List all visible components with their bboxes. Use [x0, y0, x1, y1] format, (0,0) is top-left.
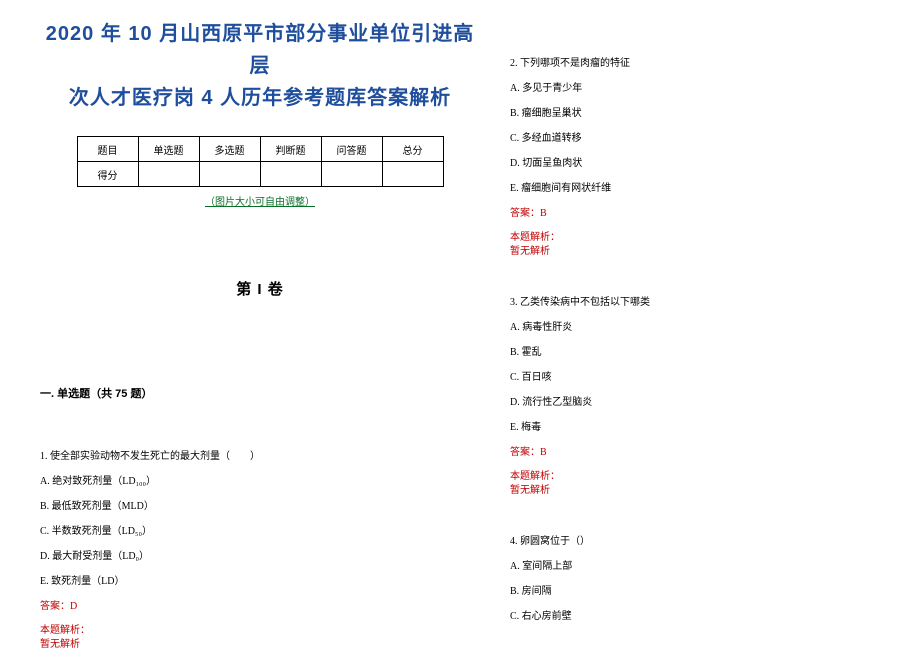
- explain-label: 本题解析：: [40, 625, 90, 636]
- question-1: 1. 使全部实验动物不发生死亡的最大剂量（ ） A. 绝对致死剂量（LD₁₀₀）…: [40, 449, 480, 651]
- q2-opt-c: C. 多经血道转移: [510, 131, 890, 147]
- q3-answer-value: B: [540, 447, 547, 458]
- q2-opt-a: A. 多见于青少年: [510, 81, 890, 97]
- answer-prefix: 答案：: [510, 208, 540, 219]
- score-table: 题目 单选题 多选题 判断题 问答题 总分 得分: [77, 136, 444, 187]
- th-总分: 总分: [382, 137, 443, 162]
- volume-title: 第 I 卷: [40, 278, 480, 299]
- q4-opt-a: A. 室间隔上部: [510, 559, 890, 575]
- q2-answer: 答案：B: [510, 206, 890, 222]
- q1-answer-value: D: [70, 601, 77, 612]
- table-row: 得分: [77, 162, 443, 187]
- q1-stem: 1. 使全部实验动物不发生死亡的最大剂量（ ）: [40, 449, 480, 465]
- title-line-1: 2020 年 10 月山西原平市部分事业单位引进高层: [46, 23, 474, 77]
- q4-opt-b: B. 房间隔: [510, 584, 890, 600]
- q3-stem: 3. 乙类传染病中不包括以下哪类: [510, 295, 890, 311]
- q2-opt-e: E. 瘤细胞间有网状纤维: [510, 181, 890, 197]
- q1-opt-c: C. 半数致死剂量（LD₅₀）: [40, 524, 480, 540]
- cell-empty: [321, 162, 382, 187]
- question-4: 4. 卵圆窝位于（） A. 室间隔上部 B. 房间隔 C. 右心房前壁: [510, 534, 890, 625]
- q2-stem: 2. 下列哪项不是肉瘤的特征: [510, 56, 890, 72]
- row-label: 得分: [77, 162, 138, 187]
- q4-stem: 4. 卵圆窝位于（）: [510, 534, 890, 550]
- q1-answer: 答案：D: [40, 599, 480, 615]
- q3-opt-d: D. 流行性乙型脑炎: [510, 395, 890, 411]
- q3-opt-c: C. 百日咳: [510, 370, 890, 386]
- th-单选题: 单选题: [138, 137, 199, 162]
- th-多选题: 多选题: [199, 137, 260, 162]
- q2-opt-d: D. 切面呈鱼肉状: [510, 156, 890, 172]
- q2-opt-b: B. 瘤细胞呈巢状: [510, 106, 890, 122]
- title-line-2: 次人才医疗岗 4 人历年参考题库答案解析: [69, 87, 451, 109]
- th-问答题: 问答题: [321, 137, 382, 162]
- explain-label: 本题解析：: [510, 232, 560, 243]
- q1-opt-a: A. 绝对致死剂量（LD₁₀₀）: [40, 474, 480, 490]
- q3-explanation: 本题解析： 暂无解析: [510, 470, 890, 498]
- question-2: 2. 下列哪项不是肉瘤的特征 A. 多见于青少年 B. 瘤细胞呈巢状 C. 多经…: [510, 56, 890, 259]
- answer-prefix: 答案：: [40, 601, 70, 612]
- left-column: 2020 年 10 月山西原平市部分事业单位引进高层 次人才医疗岗 4 人历年参…: [40, 18, 480, 651]
- q1-explanation: 本题解析： 暂无解析: [40, 624, 480, 651]
- question-3: 3. 乙类传染病中不包括以下哪类 A. 病毒性肝炎 B. 霍乱 C. 百日咳 D…: [510, 295, 890, 498]
- th-判断题: 判断题: [260, 137, 321, 162]
- q1-opt-e: E. 致死剂量（LD）: [40, 574, 480, 590]
- cell-empty: [382, 162, 443, 187]
- table-row: 题目 单选题 多选题 判断题 问答题 总分: [77, 137, 443, 162]
- q2-answer-value: B: [540, 208, 547, 219]
- q3-opt-b: B. 霍乱: [510, 345, 890, 361]
- no-explain: 暂无解析: [40, 639, 80, 650]
- q2-explanation: 本题解析： 暂无解析: [510, 231, 890, 259]
- cell-empty: [138, 162, 199, 187]
- q4-opt-c: C. 右心房前壁: [510, 609, 890, 625]
- q3-opt-e: E. 梅毒: [510, 420, 890, 436]
- q1-opt-b: B. 最低致死剂量（MLD）: [40, 499, 480, 515]
- no-explain: 暂无解析: [510, 246, 550, 257]
- page: 2020 年 10 月山西原平市部分事业单位引进高层 次人才医疗岗 4 人历年参…: [0, 0, 920, 651]
- q1-opt-d: D. 最大耐受剂量（LD₀）: [40, 549, 480, 565]
- image-adjust-note: （图片大小可自由调整）: [40, 193, 480, 208]
- right-column: 2. 下列哪项不是肉瘤的特征 A. 多见于青少年 B. 瘤细胞呈巢状 C. 多经…: [510, 56, 890, 634]
- q3-answer: 答案：B: [510, 445, 890, 461]
- document-title: 2020 年 10 月山西原平市部分事业单位引进高层 次人才医疗岗 4 人历年参…: [40, 18, 480, 114]
- answer-prefix: 答案：: [510, 447, 540, 458]
- section-single-choice: 一. 单选题（共 75 题）: [40, 385, 480, 401]
- cell-empty: [199, 162, 260, 187]
- q3-opt-a: A. 病毒性肝炎: [510, 320, 890, 336]
- cell-empty: [260, 162, 321, 187]
- explain-label: 本题解析：: [510, 471, 560, 482]
- no-explain: 暂无解析: [510, 485, 550, 496]
- th-题目: 题目: [77, 137, 138, 162]
